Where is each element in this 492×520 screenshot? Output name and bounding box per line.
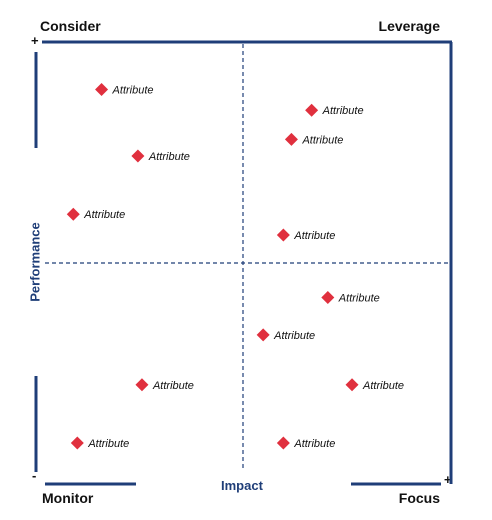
point-marker-6 <box>276 228 290 242</box>
point-marker-5 <box>284 132 298 146</box>
point-label-6: Attribute <box>293 230 335 242</box>
quadrant-label-leverage: Leverage <box>378 18 440 34</box>
point-label-8: Attribute <box>273 330 315 342</box>
point-marker-7 <box>321 290 335 304</box>
plus-sign-right: + <box>444 472 452 487</box>
x-axis-title: Impact <box>221 478 263 493</box>
quadrant-label-consider: Consider <box>40 18 101 34</box>
data-points: Attribute Attribute Attribute Attribute Attr… <box>66 82 404 450</box>
point-marker-11 <box>70 436 84 450</box>
point-label-1: Attribute <box>112 84 154 96</box>
point-label-7: Attribute <box>338 292 380 304</box>
point-label-12: Attribute <box>293 438 335 450</box>
point-marker-9 <box>135 378 149 392</box>
minus-sign-bottom: - <box>32 468 37 483</box>
point-label-2: Attribute <box>148 151 190 163</box>
point-marker-8 <box>256 328 270 342</box>
point-label-11: Attribute <box>87 438 129 450</box>
quadrant-label-focus: Focus <box>398 490 440 506</box>
frame <box>34 40 453 486</box>
point-marker-3 <box>66 207 80 221</box>
point-label-4: Attribute <box>322 105 364 117</box>
point-marker-4 <box>305 103 319 117</box>
plus-sign-top: + <box>31 33 39 48</box>
point-marker-10 <box>345 378 359 392</box>
point-marker-12 <box>276 436 290 450</box>
point-marker-1 <box>95 82 109 96</box>
quadrant-label-monitor: Monitor <box>42 490 94 506</box>
point-label-5: Attribute <box>301 134 343 146</box>
point-label-3: Attribute <box>83 209 125 221</box>
point-label-10: Attribute <box>362 380 404 392</box>
point-label-9: Attribute <box>152 380 194 392</box>
point-marker-2 <box>131 149 145 163</box>
